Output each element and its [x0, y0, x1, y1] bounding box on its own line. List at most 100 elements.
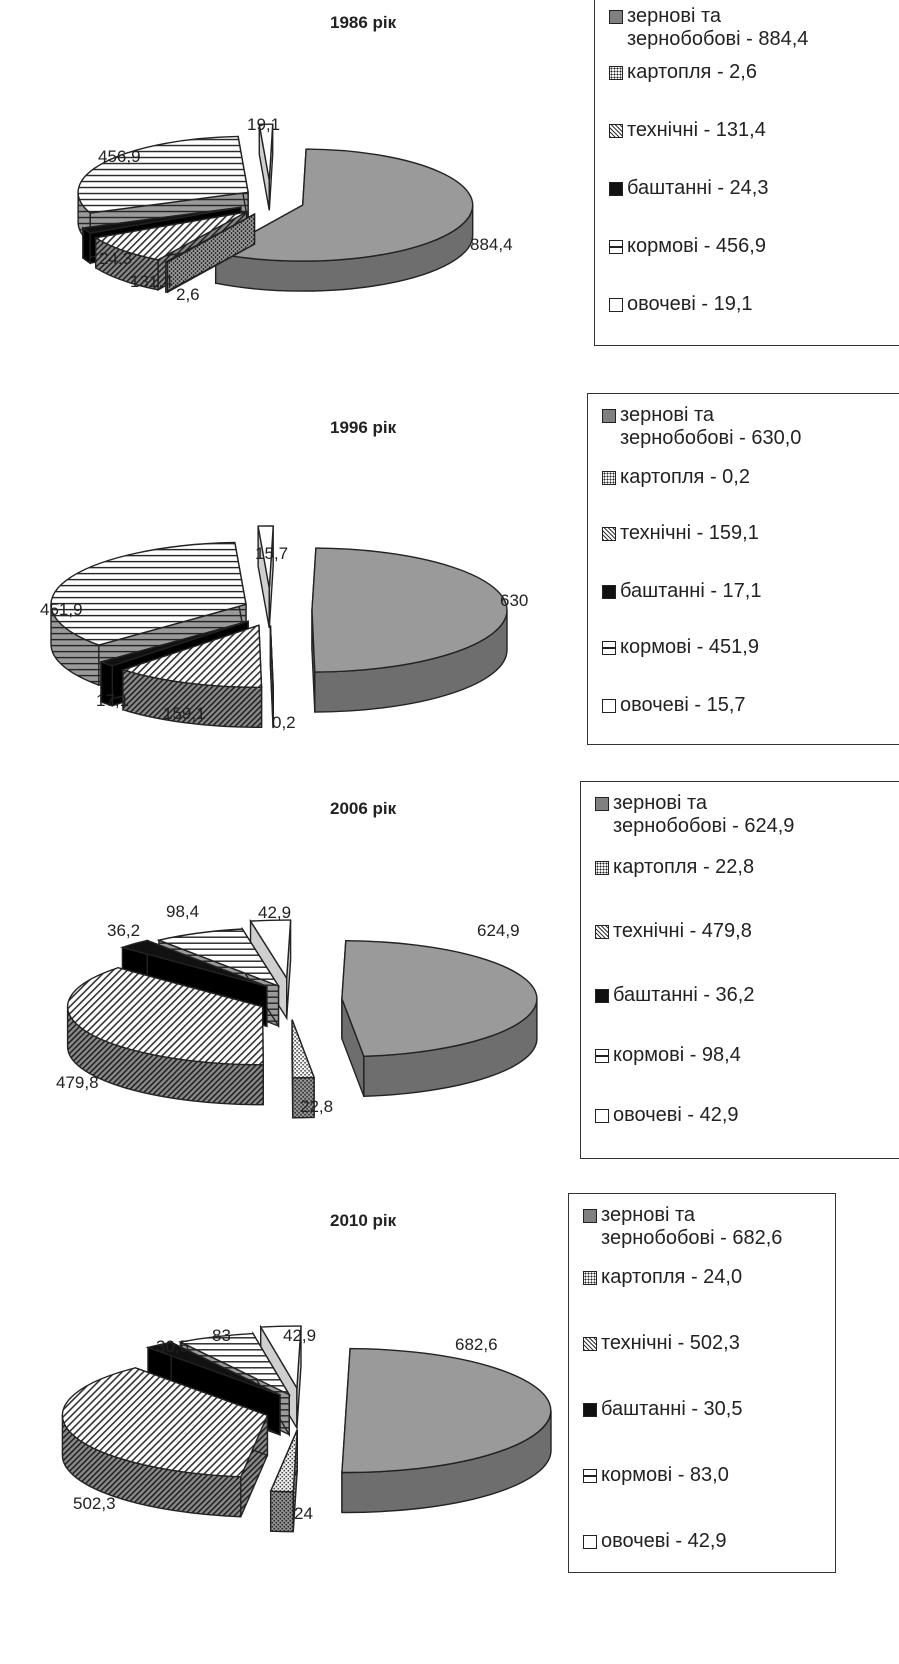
- pie-slice-top: [66, 967, 264, 1066]
- pie-slice-top: [178, 1332, 291, 1397]
- data-label: 884,4: [470, 235, 513, 254]
- legend-item: зернові та зернобобові - 624,9: [595, 792, 899, 838]
- data-label: 159,1: [163, 704, 206, 723]
- legend-label: овочеві - 15,7: [620, 694, 746, 716]
- legend-label: баштанні - 17,1: [620, 580, 762, 602]
- legend-label: зернові та зернобобові - 624,9: [613, 792, 795, 837]
- pie-slice: [269, 625, 274, 729]
- legend-label: технічні - 479,8: [613, 920, 752, 942]
- legend-item: картопля - 0,2: [602, 466, 899, 489]
- legend-label: картопля - 22,8: [613, 856, 755, 878]
- legend-item: картопля - 24,0: [583, 1266, 831, 1289]
- pie-slice-top: [341, 940, 538, 1058]
- legend-swatch: [583, 1535, 597, 1549]
- legend-item: овочеві - 19,1: [609, 293, 899, 316]
- legend-item: технічні - 479,8: [595, 920, 899, 943]
- legend-swatch: [583, 1403, 597, 1417]
- legend-label: овочеві - 42,9: [601, 1530, 727, 1552]
- legend-item: картопля - 22,8: [595, 856, 899, 879]
- legend-swatch: [602, 527, 616, 541]
- data-label: 30,5: [156, 1337, 189, 1356]
- legend-item: технічні - 131,4: [609, 119, 899, 142]
- pie-slice: [258, 123, 274, 211]
- data-label: 83: [212, 1326, 231, 1345]
- pie-slice-top: [249, 919, 292, 981]
- data-label: 630: [500, 591, 528, 610]
- data-label: 502,3: [73, 1494, 116, 1513]
- data-label: 451,9: [40, 600, 83, 619]
- legend-swatch: [595, 925, 609, 939]
- legend-swatch: [609, 10, 623, 24]
- chart-title-1996: 1996 рік: [330, 418, 397, 437]
- pie-slice: [163, 212, 256, 294]
- legend-swatch: [602, 699, 616, 713]
- legend-item: баштанні - 17,1: [602, 580, 899, 603]
- pie-slice-side: [269, 1490, 294, 1533]
- pie-slice: [341, 940, 538, 1098]
- data-label: 24,3: [99, 249, 132, 268]
- legend-1986: зернові та зернобобові - 884,4 картопля -…: [594, 0, 899, 346]
- legend-swatch: [609, 298, 623, 312]
- data-label: 19,1: [247, 115, 280, 134]
- pie-slice-side: [82, 226, 91, 265]
- pie-slice-top: [163, 213, 255, 263]
- legend-item: технічні - 159,1: [602, 522, 899, 545]
- data-label: 42,9: [258, 903, 291, 922]
- data-label: 479,8: [56, 1073, 99, 1092]
- legend-item: баштанні - 30,5: [583, 1398, 831, 1421]
- pie-slice: [269, 1429, 298, 1533]
- data-label: 682,6: [455, 1335, 498, 1354]
- legend-swatch: [595, 797, 609, 811]
- legend-swatch: [583, 1337, 597, 1351]
- legend-label: технічні - 131,4: [627, 119, 766, 141]
- pie-slice-top: [61, 1367, 269, 1478]
- legend-item: кормові - 456,9: [609, 235, 899, 258]
- pie-slice-top: [213, 148, 474, 262]
- pie-slice-top: [145, 1341, 281, 1396]
- pie-slice-top: [98, 620, 249, 667]
- legend-label: технічні - 502,3: [601, 1332, 740, 1354]
- legend-label: кормові - 98,4: [613, 1044, 741, 1066]
- pie-slice-top: [258, 123, 274, 181]
- legend-swatch: [609, 66, 623, 80]
- data-label: 22,8: [300, 1097, 333, 1116]
- data-label: 456,9: [98, 147, 141, 166]
- legend-item: баштанні - 24,3: [609, 177, 899, 200]
- data-label: 24: [294, 1504, 313, 1523]
- legend-item: зернові та зернобобові - 630,0: [602, 404, 899, 450]
- legend-swatch: [583, 1271, 597, 1285]
- pie-slice-top: [341, 1347, 552, 1474]
- data-label: 36,2: [107, 921, 140, 940]
- legend-2006: зернові та зернобобові - 624,9 картопля -…: [580, 781, 899, 1159]
- pie-slice-top: [259, 1325, 302, 1391]
- legend-label: баштанні - 24,3: [627, 177, 769, 199]
- data-label: 17,1: [96, 691, 129, 710]
- legend-item: баштанні - 36,2: [595, 984, 899, 1007]
- pie-slice-top: [81, 206, 242, 234]
- legend-item: кормові - 83,0: [583, 1464, 831, 1487]
- pie-slice: [291, 1019, 316, 1119]
- legend-item: кормові - 451,9: [602, 636, 899, 659]
- legend-label: картопля - 0,2: [620, 466, 750, 488]
- pie-slice: [61, 1366, 269, 1518]
- legend-swatch: [602, 409, 616, 423]
- chart-title-1986: 1986 рік: [330, 13, 397, 32]
- data-label: 2,6: [176, 285, 200, 304]
- data-label: 15,7: [255, 544, 288, 563]
- legend-item: овочеві - 15,7: [602, 694, 899, 717]
- data-label: 42,9: [283, 1326, 316, 1345]
- pie-slice-top: [311, 547, 508, 673]
- legend-label: зернові та зернобобові - 630,0: [620, 404, 802, 449]
- pie-slice-top: [257, 525, 274, 589]
- legend-item: овочеві - 42,9: [595, 1104, 899, 1127]
- legend-label: картопля - 2,6: [627, 61, 757, 83]
- legend-item: зернові та зернобобові - 884,4: [609, 5, 899, 51]
- pie-slice-top: [119, 939, 268, 987]
- legend-swatch: [602, 585, 616, 599]
- legend-label: баштанні - 30,5: [601, 1398, 743, 1420]
- chart-title-2006: 2006 рік: [330, 799, 397, 818]
- legend-swatch: [595, 1109, 609, 1123]
- legend-swatch: [609, 182, 623, 196]
- pie-slice: [120, 624, 263, 728]
- legend-label: картопля - 24,0: [601, 1266, 743, 1288]
